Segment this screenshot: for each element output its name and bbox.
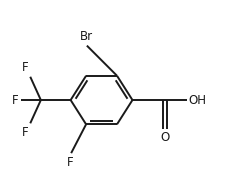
- Text: O: O: [161, 130, 170, 143]
- Text: F: F: [67, 156, 74, 169]
- Text: OH: OH: [189, 93, 207, 107]
- Text: Br: Br: [80, 30, 93, 43]
- Text: F: F: [22, 61, 29, 74]
- Text: F: F: [11, 93, 18, 107]
- Text: F: F: [22, 126, 29, 139]
